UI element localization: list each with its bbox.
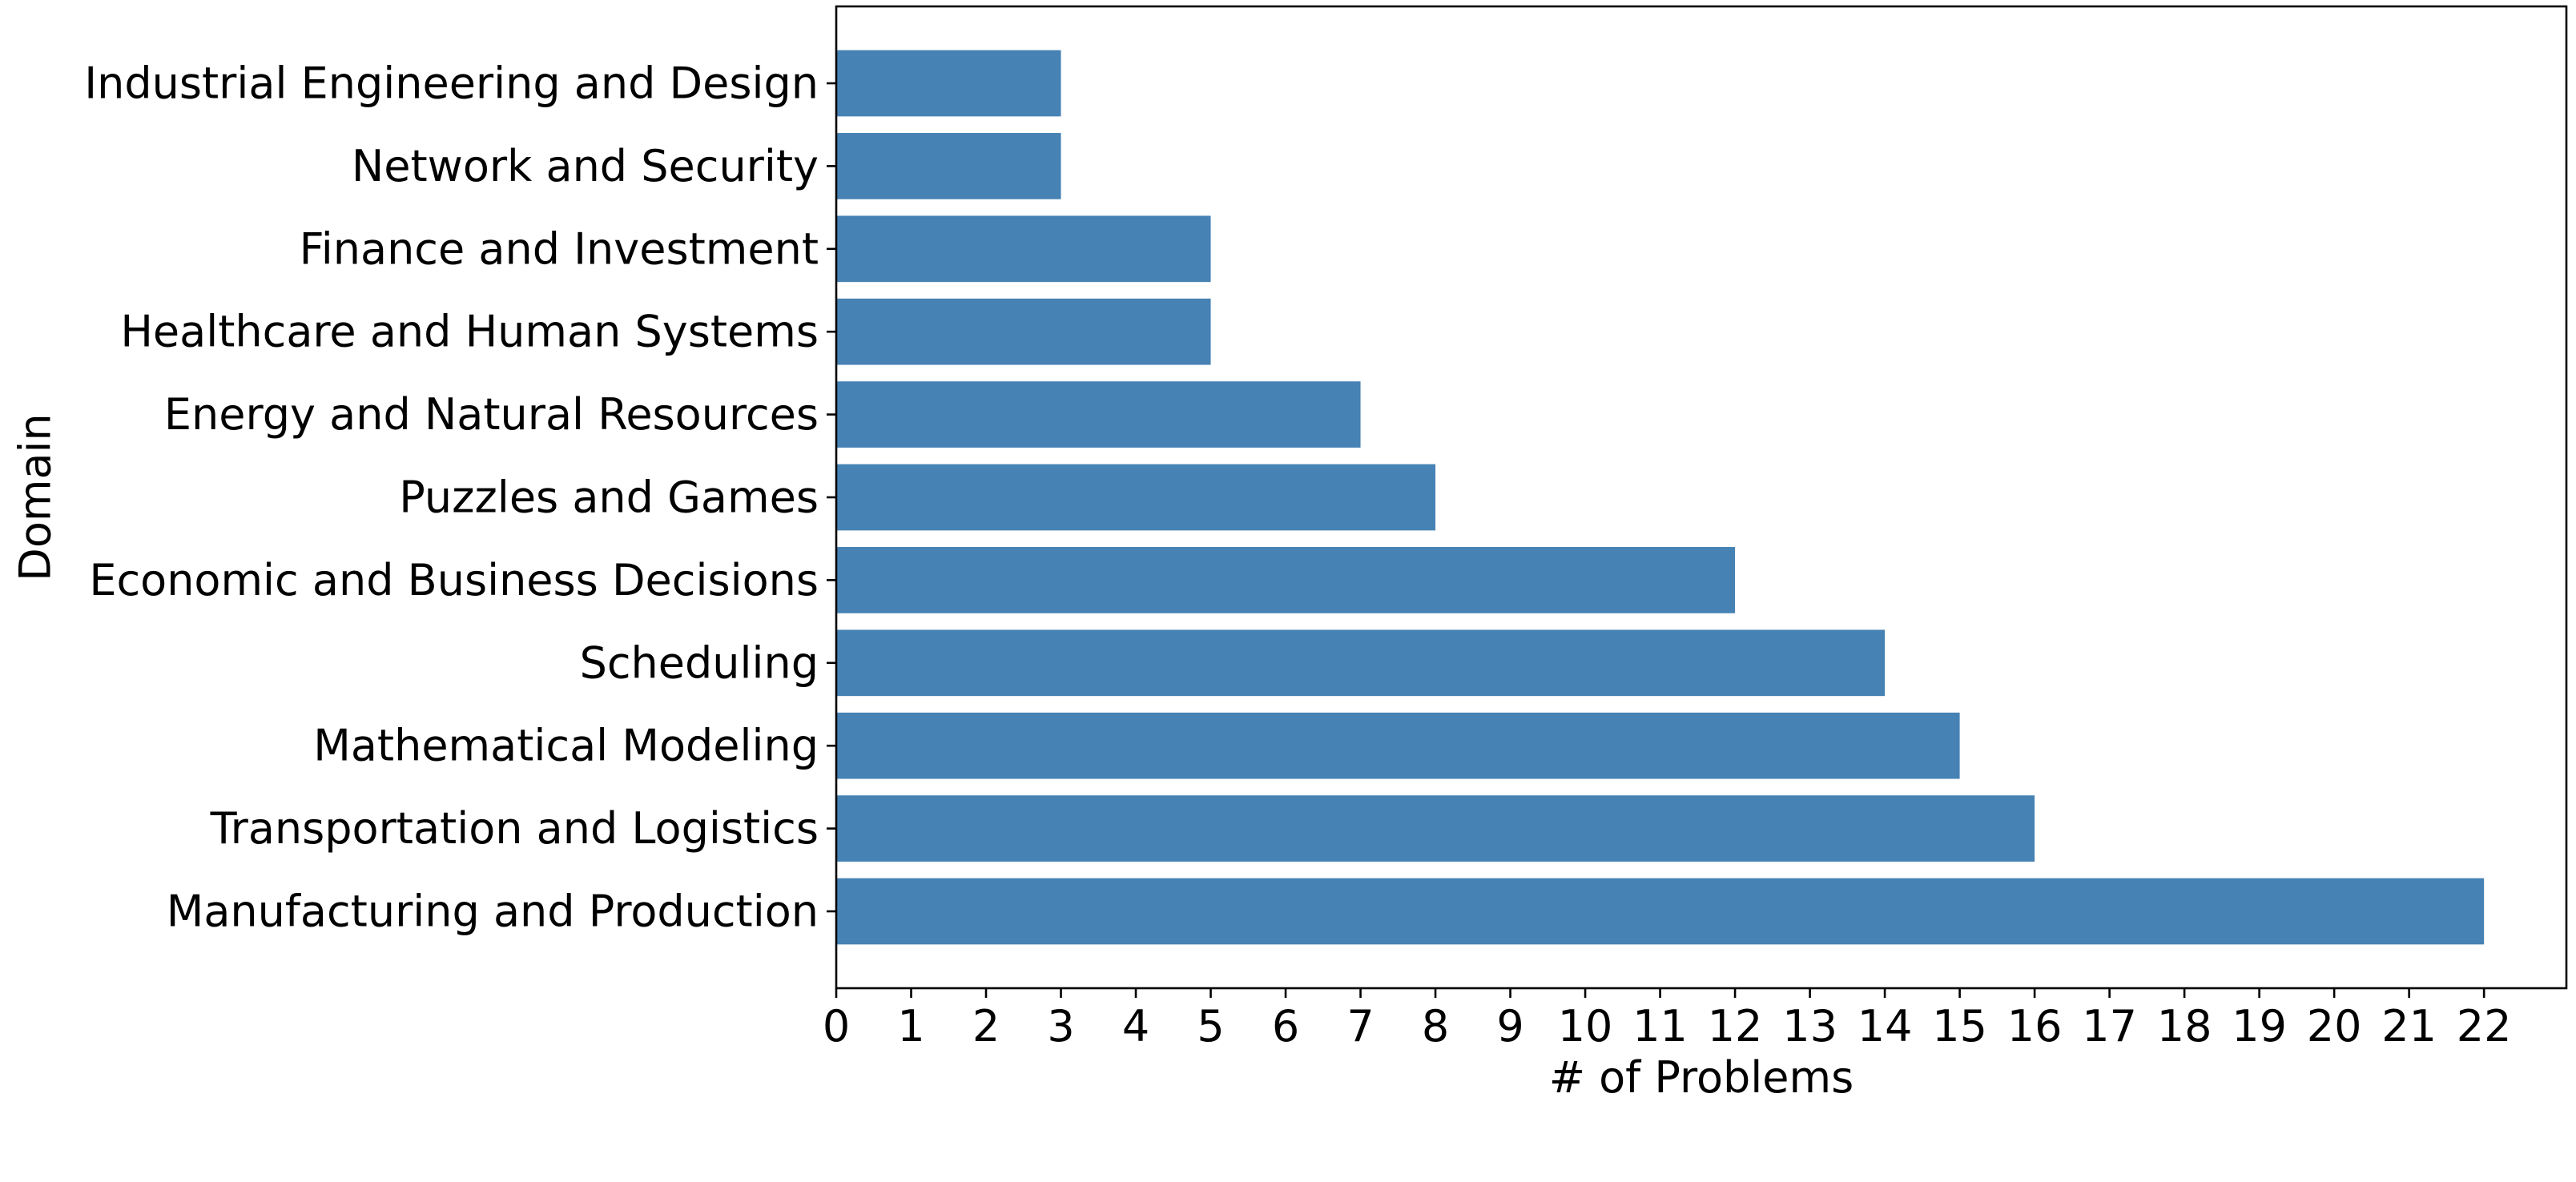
y-tick-label: Industrial Engineering and Design	[84, 58, 819, 109]
y-tick-label: Scheduling	[580, 637, 819, 688]
bar	[836, 215, 1211, 283]
x-tick-label: 17	[2082, 1001, 2137, 1051]
y-tick-label: Puzzles and Games	[399, 472, 819, 523]
x-tick-label: 12	[1708, 1001, 1763, 1051]
x-tick-label: 1	[897, 1001, 924, 1051]
bar	[836, 464, 1436, 531]
x-tick-label: 15	[1932, 1001, 1987, 1051]
bar	[836, 629, 1886, 697]
x-tick-label: 18	[2157, 1001, 2212, 1051]
x-axis-title: # of Problems	[1549, 1052, 1854, 1103]
y-tick-label: Healthcare and Human Systems	[120, 307, 819, 357]
x-tick-label: 0	[823, 1001, 850, 1051]
y-tick-label: Mathematical Modeling	[313, 721, 819, 771]
bar	[836, 298, 1211, 365]
bar	[836, 547, 1736, 613]
y-tick-label: Transportation and Logistics	[210, 803, 819, 854]
x-tick-label: 11	[1632, 1001, 1688, 1051]
x-tick-label: 20	[2307, 1001, 2362, 1051]
x-tick-label: 10	[1558, 1001, 1613, 1051]
bars-group	[836, 50, 2485, 945]
y-tick-label: Network and Security	[352, 141, 819, 191]
x-tick-label: 4	[1122, 1001, 1149, 1051]
y-tick-label: Finance and Investment	[300, 223, 819, 274]
bar	[836, 712, 1960, 779]
bar	[836, 878, 2485, 945]
bar	[836, 50, 1061, 117]
x-tick-label: 7	[1346, 1001, 1374, 1051]
y-axis-title: Domain	[10, 413, 61, 581]
y-tick-label: Energy and Natural Resources	[164, 389, 819, 440]
y-tick-label: Manufacturing and Production	[167, 886, 819, 937]
x-tick-label: 21	[2381, 1001, 2437, 1051]
bar	[836, 381, 1361, 448]
x-axis-ticks: 0 1 2 3 4 5 6 7 8 9 10 11 12 13 14 15 16 17 18 19 20 21 22	[823, 988, 2512, 1051]
x-tick-label: 8	[1422, 1001, 1449, 1051]
x-tick-label: 19	[2232, 1001, 2287, 1051]
x-tick-label: 3	[1047, 1001, 1074, 1051]
x-tick-label: 22	[2457, 1001, 2512, 1051]
bar	[836, 795, 2035, 862]
x-tick-label: 5	[1197, 1001, 1224, 1051]
plot-frame	[835, 5, 2568, 990]
x-tick-label: 16	[2007, 1001, 2063, 1051]
x-tick-label: 14	[1858, 1001, 1913, 1051]
y-axis-ticks: Manufacturing and Production Transportati…	[84, 58, 836, 937]
y-tick-label: Economic and Business Decisions	[89, 555, 819, 605]
bar	[836, 133, 1061, 199]
x-tick-label: 6	[1272, 1001, 1299, 1051]
x-tick-label: 9	[1496, 1001, 1523, 1051]
x-tick-label: 2	[972, 1001, 1000, 1051]
x-tick-label: 13	[1782, 1001, 1837, 1051]
